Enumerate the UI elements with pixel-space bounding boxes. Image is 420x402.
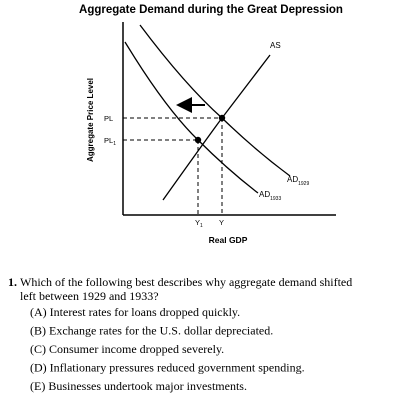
question-line: left between 1929 and 1933? [20, 289, 159, 303]
ad-1929-curve [139, 24, 291, 177]
y-label: Y [219, 218, 224, 227]
option: (D) Inflationary pressures reduced gover… [30, 361, 305, 375]
y1-sub: 1 [200, 223, 203, 229]
options: (A) Interest rates for loans dropped qui… [30, 305, 305, 393]
x-axis-label: Real GDP [209, 235, 248, 245]
ad-1929-text: AD [287, 175, 298, 184]
option: (A) Interest rates for loans dropped qui… [30, 305, 240, 319]
ad-1929-sub: 1929 [298, 181, 309, 187]
option: (C) Consumer income dropped severely. [30, 342, 224, 356]
question-line: Which of the following best describes wh… [20, 275, 352, 289]
equilibrium-1933 [194, 136, 202, 144]
ad-1929-label: AD1929 [287, 175, 309, 187]
ad-1933-text: AD [259, 190, 270, 199]
ad-1933-curve [124, 41, 259, 194]
pl1-text: PL [104, 136, 113, 145]
y1-text: Y [195, 218, 200, 227]
y-axis-label: Aggregate Price Level [86, 78, 95, 162]
ad-1933-sub: 1933 [270, 196, 281, 202]
pl-label: PL [104, 114, 113, 123]
pl1-label: PL1 [104, 136, 116, 147]
y1-label: Y1 [195, 218, 203, 229]
ad-1933-label: AD1933 [259, 190, 281, 202]
as-curve [162, 54, 271, 201]
pl1-sub: 1 [113, 141, 116, 147]
question-text: Which of the following best describes wh… [20, 275, 352, 303]
as-label: AS [270, 41, 281, 50]
equilibrium-1929 [218, 114, 226, 122]
option: (E) Businesses undertook major investmen… [30, 379, 247, 393]
diagram-title: Aggregate Demand during the Great Depres… [79, 4, 343, 16]
y-text: Y [219, 218, 224, 227]
question-number: 1. [8, 275, 17, 289]
pl-text: PL [104, 114, 113, 123]
option: (B) Exchange rates for the U.S. dollar d… [30, 324, 273, 338]
as-label-text: AS [270, 41, 281, 50]
